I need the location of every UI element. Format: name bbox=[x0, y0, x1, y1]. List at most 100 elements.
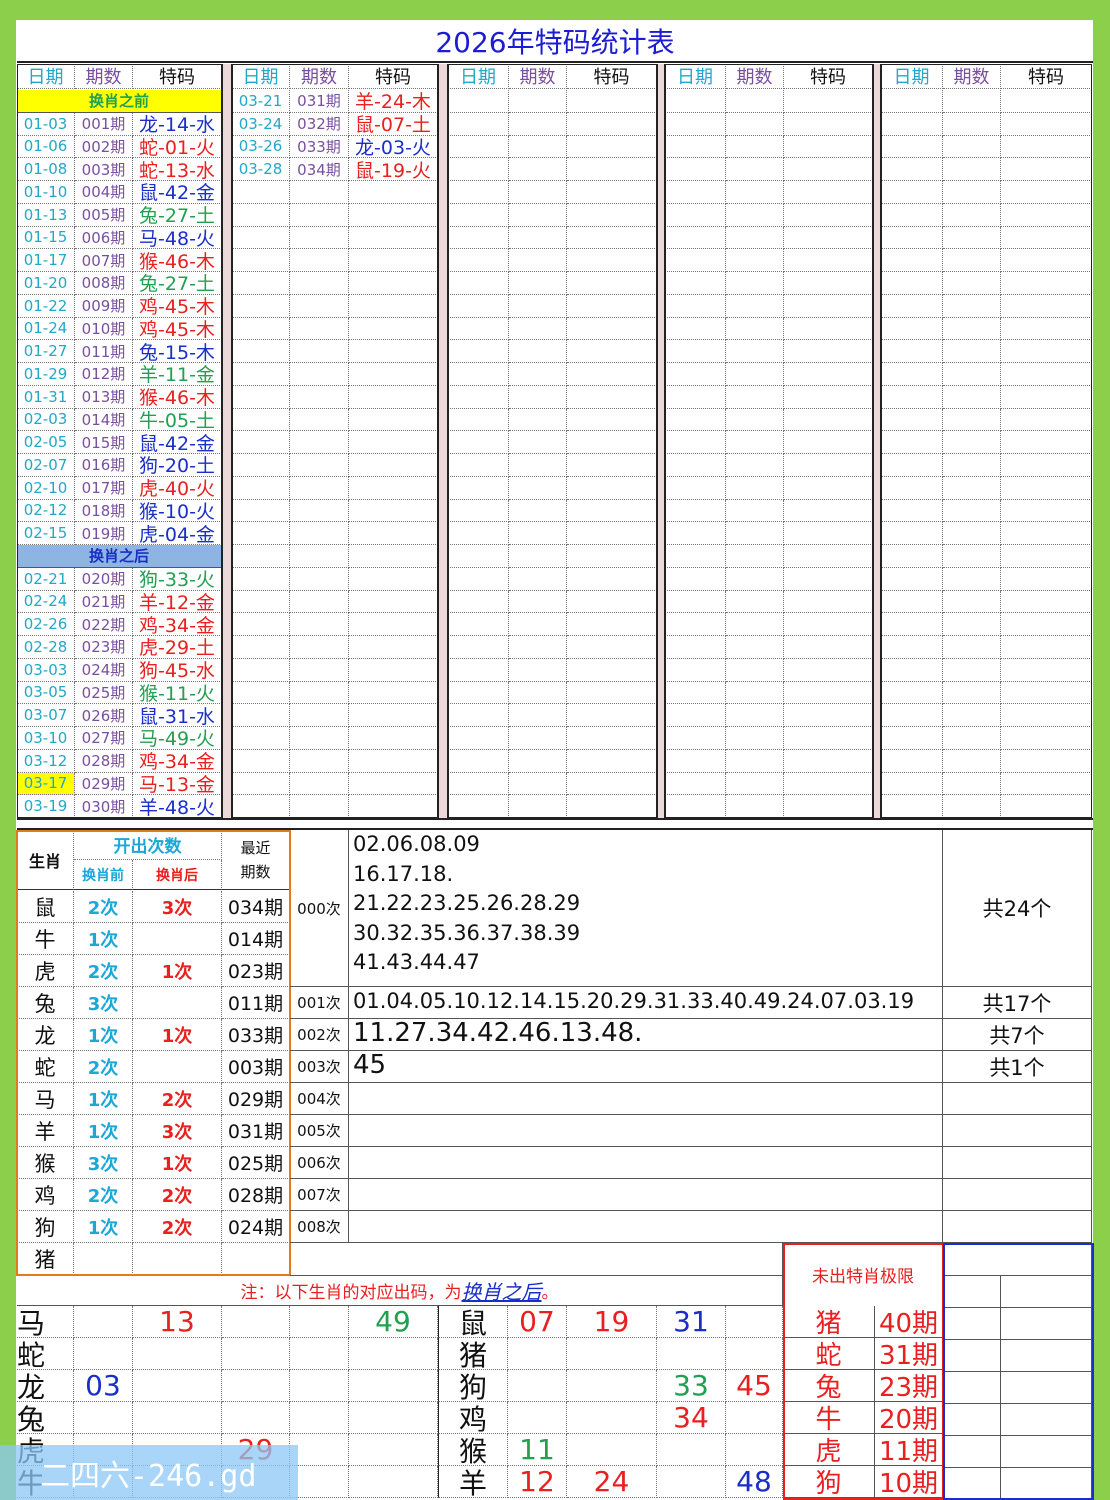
stats-header-after: 换肖后 bbox=[133, 860, 222, 890]
stats-after-count: 1次 bbox=[133, 1019, 222, 1051]
empty-cell bbox=[567, 90, 657, 113]
empty-cell bbox=[665, 795, 726, 818]
column-header-date: 日期 bbox=[665, 64, 726, 89]
column-header-period: 期数 bbox=[75, 64, 133, 89]
empty-cell bbox=[881, 272, 943, 295]
mapping-number bbox=[290, 1402, 349, 1434]
mapping-number bbox=[222, 1338, 290, 1370]
mapping-number: 19 bbox=[567, 1306, 657, 1338]
mapping-zodiac: 蛇 bbox=[17, 1338, 74, 1370]
draw-code: 兔-27-土 bbox=[133, 272, 222, 295]
empty-cell bbox=[509, 704, 567, 727]
draw-period: 034期 bbox=[290, 158, 349, 181]
blue-box-cell bbox=[1001, 1436, 1092, 1468]
empty-cell bbox=[509, 158, 567, 181]
empty-cell bbox=[448, 90, 509, 113]
mapping-number bbox=[349, 1402, 438, 1434]
empty-cell bbox=[509, 272, 567, 295]
empty-cell bbox=[448, 181, 509, 204]
empty-cell bbox=[1001, 681, 1092, 705]
draw-date: 01-08 bbox=[17, 158, 75, 181]
empty-cell bbox=[290, 772, 349, 796]
mapping-number: 11 bbox=[508, 1434, 567, 1466]
empty-cell bbox=[1001, 749, 1092, 773]
empty-cell bbox=[1001, 476, 1092, 500]
empty-cell bbox=[665, 90, 726, 113]
absence-zodiac: 蛇 bbox=[783, 1338, 875, 1370]
draw-code: 蛇-01-火 bbox=[133, 135, 222, 159]
empty-cell bbox=[448, 363, 509, 386]
empty-cell bbox=[448, 749, 509, 773]
draw-code: 牛-05-土 bbox=[133, 408, 222, 432]
mapping-number bbox=[508, 1370, 567, 1402]
empty-cell bbox=[349, 249, 438, 272]
watermark-logo: 二四六-246.gd bbox=[0, 1445, 298, 1500]
stats-recent-period: 011期 bbox=[222, 987, 290, 1019]
stats-before-count: 2次 bbox=[74, 1179, 133, 1211]
empty-cell bbox=[290, 431, 349, 454]
empty-cell bbox=[1001, 181, 1092, 204]
stats-before-count: 2次 bbox=[74, 891, 133, 923]
absence-zodiac: 兔 bbox=[783, 1370, 875, 1402]
frequency-label: 000次 bbox=[290, 830, 349, 987]
empty-cell bbox=[665, 135, 726, 159]
empty-cell bbox=[567, 408, 657, 432]
empty-cell bbox=[726, 658, 784, 682]
draw-period: 033期 bbox=[290, 135, 349, 159]
empty-cell bbox=[349, 658, 438, 682]
draw-code: 猴-11-火 bbox=[133, 681, 222, 705]
empty-cell bbox=[349, 567, 438, 591]
empty-cell bbox=[726, 340, 784, 363]
mapping-number bbox=[133, 1370, 222, 1402]
empty-cell bbox=[232, 681, 290, 705]
empty-cell bbox=[509, 613, 567, 636]
empty-cell bbox=[509, 545, 567, 568]
empty-cell bbox=[290, 454, 349, 477]
empty-cell bbox=[726, 158, 784, 181]
empty-cell bbox=[509, 294, 567, 318]
empty-cell bbox=[448, 431, 509, 454]
stats-zodiac: 鸡 bbox=[17, 1179, 74, 1211]
empty-cell bbox=[509, 567, 567, 591]
empty-cell bbox=[943, 454, 1001, 477]
absence-periods: 23期 bbox=[875, 1370, 943, 1402]
empty-cell bbox=[665, 681, 726, 705]
draw-period: 021期 bbox=[75, 590, 133, 614]
empty-cell bbox=[349, 727, 438, 750]
empty-cell bbox=[567, 203, 657, 227]
empty-cell bbox=[232, 203, 290, 227]
empty-cell bbox=[881, 317, 943, 341]
empty-cell bbox=[726, 112, 784, 136]
empty-cell bbox=[567, 476, 657, 500]
empty-cell bbox=[349, 272, 438, 295]
draw-date: 01-20 bbox=[17, 272, 75, 295]
empty-cell bbox=[665, 363, 726, 386]
absence-title: 未出特肖极限 bbox=[812, 1267, 914, 1287]
empty-cell bbox=[665, 340, 726, 363]
empty-cell bbox=[726, 408, 784, 432]
empty-cell bbox=[1001, 90, 1092, 113]
empty-cell bbox=[509, 636, 567, 659]
empty-cell bbox=[881, 363, 943, 386]
draw-date: 01-13 bbox=[17, 203, 75, 227]
empty-cell bbox=[290, 340, 349, 363]
note-link[interactable]: 换肖之后 bbox=[461, 1280, 542, 1304]
empty-cell bbox=[881, 158, 943, 181]
empty-cell bbox=[1001, 363, 1092, 386]
empty-cell bbox=[726, 431, 784, 454]
draw-code: 马-48-火 bbox=[133, 226, 222, 250]
empty-cell bbox=[509, 772, 567, 796]
stats-after-count bbox=[133, 987, 222, 1019]
stats-recent-period: 024期 bbox=[222, 1211, 290, 1243]
stats-before-count: 2次 bbox=[74, 1051, 133, 1083]
empty-cell bbox=[784, 317, 873, 341]
empty-cell bbox=[232, 226, 290, 250]
mapping-number bbox=[726, 1306, 783, 1338]
empty-cell bbox=[726, 613, 784, 636]
empty-cell bbox=[784, 613, 873, 636]
empty-cell bbox=[881, 545, 943, 568]
empty-cell bbox=[448, 385, 509, 409]
stats-recent-period: 033期 bbox=[222, 1019, 290, 1051]
empty-cell bbox=[881, 613, 943, 636]
frequency-numbers: 45 bbox=[349, 1051, 943, 1083]
